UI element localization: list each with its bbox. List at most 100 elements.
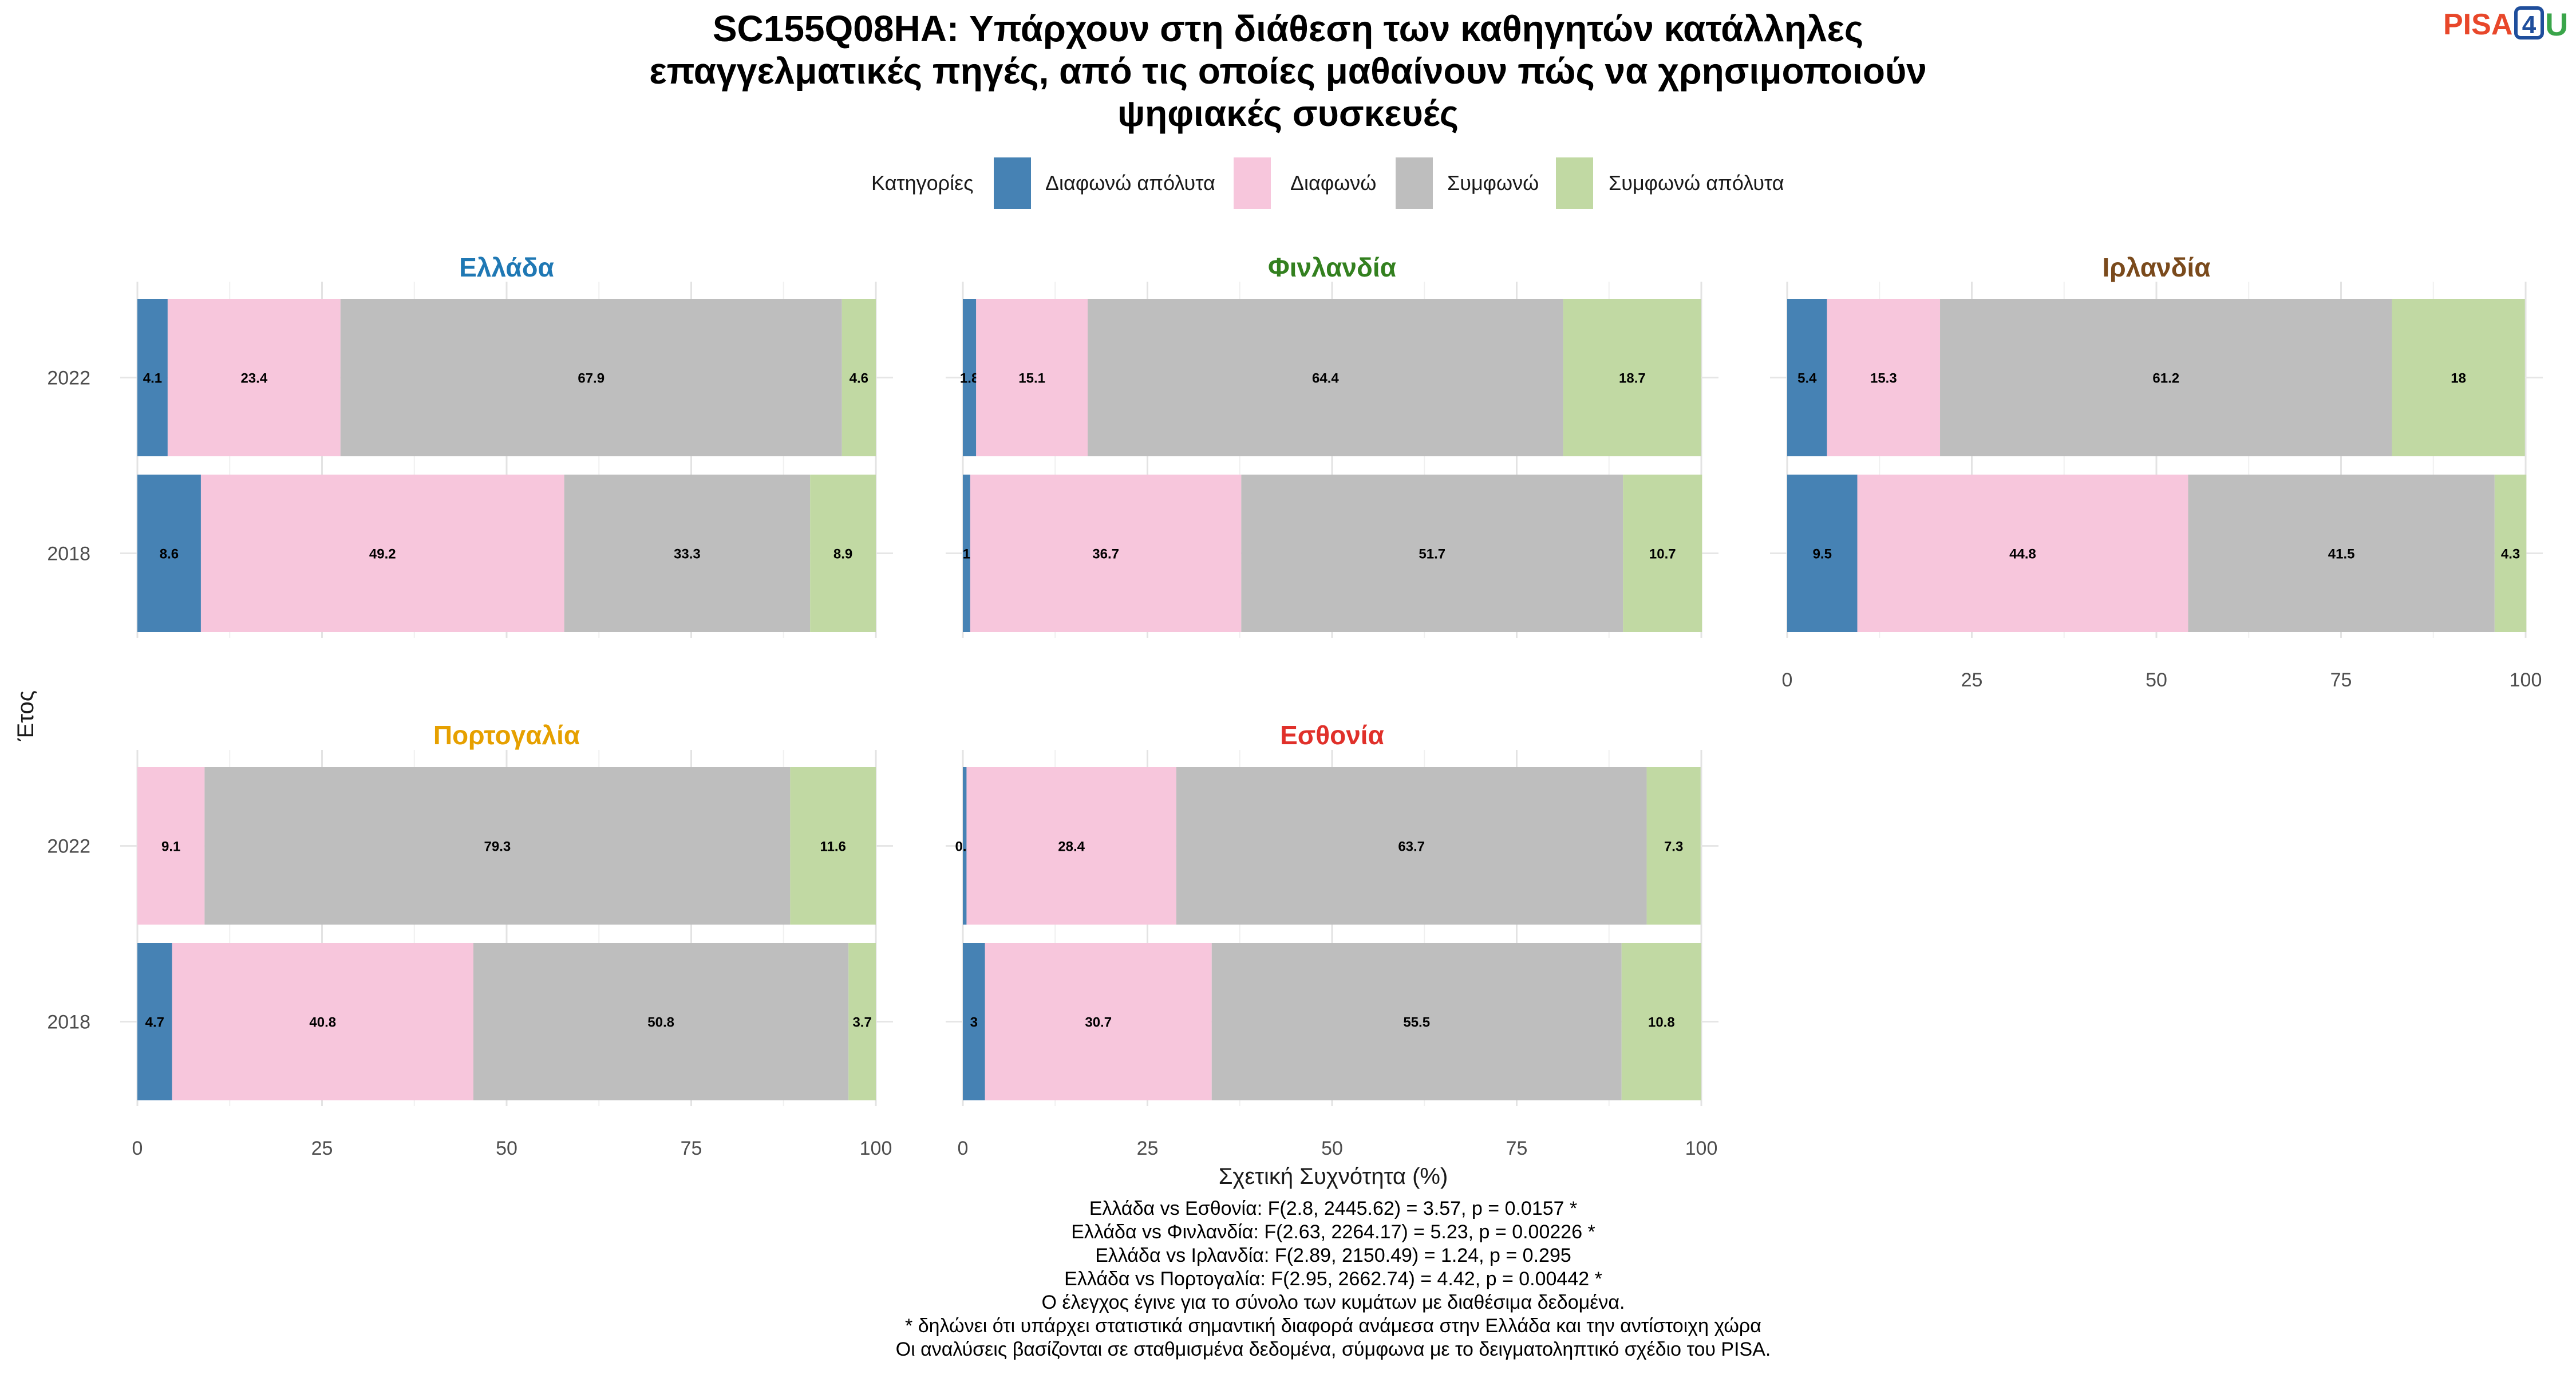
bar-value-label: 1	[963, 547, 970, 562]
bar-value-label: 61.2	[2152, 371, 2179, 386]
footer-line-5: Ο έλεγχος έγινε για το σύνολο των κυμάτω…	[1042, 1292, 1625, 1313]
panel-title: Πορτογαλία	[433, 720, 580, 750]
chart-title: SC155Q08HA: Υπάρχουν στη διάθεση των καθ…	[649, 8, 1927, 134]
logo-digit-frame	[2514, 6, 2544, 40]
bar-segment	[137, 299, 168, 456]
legend-label-disagree: Διαφωνώ	[1290, 171, 1376, 195]
bar-segment	[473, 943, 849, 1100]
bar-segment	[1621, 943, 1701, 1100]
bar-value-label: 67.9	[578, 371, 605, 386]
bar-segment	[848, 943, 876, 1100]
title-line-3: ψηφιακές συσκευές	[1117, 93, 1459, 134]
bar-value-label: 15.3	[1870, 371, 1897, 386]
bar-value-label: 55.5	[1403, 1015, 1430, 1030]
bar-segment	[137, 475, 201, 632]
bar-value-label: 9.1	[161, 839, 180, 855]
bar-value-label: 11.6	[820, 839, 846, 855]
footer-line-3: Ελλάδα vs Ιρλανδία: F(2.89, 2150.49) = 1…	[1095, 1245, 1571, 1266]
bar-segment	[970, 475, 1242, 632]
x-tick-label: 50	[1321, 1138, 1343, 1159]
panel-4: Πορτογαλία 2022 9.1 79.3 11.6 2018 4.7 40.8 50.8…	[47, 720, 893, 1159]
x-tick-label: 50	[2146, 669, 2167, 691]
x-tick-label: 25	[1137, 1138, 1159, 1159]
bar-value-label: 15.1	[1018, 371, 1045, 386]
bar-segment	[810, 475, 876, 632]
bar-value-label: 50.8	[647, 1015, 674, 1030]
legend: Κατηγορίες Διαφωνώ απόλυτα Διαφωνώ Συμφω…	[871, 157, 1784, 209]
bar-value-label: 9.5	[1813, 547, 1832, 562]
title-line-2: επαγγελματικές πηγές, από τις οποίες μαθ…	[649, 50, 1927, 92]
bar-value-label: 49.2	[369, 547, 396, 562]
panel-title: Φινλανδία	[1268, 252, 1396, 282]
x-tick-label: 0	[132, 1138, 143, 1159]
legend-swatch-strongly-agree	[1556, 157, 1593, 209]
panel-title: Ιρλανδία	[2102, 252, 2210, 282]
legend-label-strongly-agree: Συμφωνώ απόλυτα	[1609, 171, 1784, 195]
bar-value-label: 3.7	[852, 1015, 871, 1030]
bar-segment	[1563, 299, 1701, 456]
bar-segment	[963, 299, 977, 456]
x-tick-label: 75	[1506, 1138, 1528, 1159]
bar-segment	[1787, 475, 1858, 632]
bar-segment	[1857, 475, 2188, 632]
x-tick-label: 50	[496, 1138, 517, 1159]
footer-line-4: Ελλάδα vs Πορτογαλία: F(2.95, 2662.74) =…	[1064, 1268, 1602, 1290]
bar-segment	[137, 943, 172, 1100]
bar-segment	[963, 767, 967, 925]
title-line-1: SC155Q08HA: Υπάρχουν στη διάθεση των καθ…	[713, 8, 1863, 49]
bar-segment	[2188, 475, 2495, 632]
panel-1: Ελλάδα 2022 4.1 23.4 67.9 4.6 2018 8.6 49.2 33.3 8…	[47, 252, 893, 638]
y-axis-title: Έτος	[13, 690, 38, 741]
x-tick-label: 0	[1782, 669, 1793, 691]
bar-segment	[841, 299, 876, 456]
bar-value-label: 40.8	[309, 1015, 336, 1030]
legend-swatch-strongly-disagree	[994, 157, 1031, 209]
footer-notes: Ελλάδα vs Εσθονία: F(2.8, 2445.62) = 3.5…	[896, 1198, 1771, 1360]
bar-value-label: 63.7	[1398, 839, 1425, 855]
bar-value-label: 23.4	[240, 371, 267, 386]
x-axis-title: Σχετική Συχνότητα (%)	[1219, 1164, 1448, 1189]
bar-segment	[204, 767, 791, 925]
bar-segment	[1646, 767, 1701, 925]
panel-title: Ελλάδα	[459, 252, 554, 282]
bar-segment	[2494, 475, 2527, 632]
bar-segment	[167, 299, 341, 456]
bar-value-label: 28.4	[1058, 839, 1085, 855]
logo-pisa-text: PISA	[2443, 8, 2512, 41]
bar-value-label: 8.9	[833, 547, 852, 562]
footer-line-7: Οι αναλύσεις βασίζονται σε σταθμισμένα δ…	[896, 1339, 1771, 1360]
bar-value-label: 36.7	[1092, 547, 1119, 562]
panel-title: Εσθονία	[1280, 720, 1384, 750]
bar-value-label: 5.4	[1797, 371, 1817, 386]
x-tick-label: 25	[311, 1138, 333, 1159]
x-tick-label: 100	[860, 1138, 892, 1159]
bar-value-label: 3	[970, 1015, 978, 1030]
x-tick-label: 0	[958, 1138, 969, 1159]
bar-value-label: 4.1	[143, 371, 162, 386]
bar-segment	[1940, 299, 2392, 456]
y-tick-label: 2018	[47, 1012, 90, 1033]
bar-segment	[1241, 475, 1623, 632]
bar-segment	[2392, 299, 2525, 456]
bar-value-label: 4.3	[2501, 547, 2520, 562]
bar-segment	[1088, 299, 1563, 456]
bar-value-label: 51.7	[1419, 547, 1445, 562]
bar-segment	[790, 767, 876, 925]
legend-swatch-agree	[1396, 157, 1433, 209]
bar-value-label: 44.8	[2009, 547, 2036, 562]
footer-line-2: Ελλάδα vs Φινλανδία: F(2.63, 2264.17) = …	[1071, 1221, 1595, 1243]
legend-label-strongly-disagree: Διαφωνώ απόλυτα	[1045, 171, 1215, 195]
bar-value-label: 1.8	[960, 371, 979, 386]
x-tick-label: 75	[681, 1138, 702, 1159]
x-tick-label: 25	[1961, 669, 1983, 691]
bar-value-label: 18	[2451, 371, 2466, 386]
bar-segment	[963, 475, 970, 632]
legend-swatch-disagree	[1234, 157, 1271, 209]
footer-line-1: Ελλάδα vs Εσθονία: F(2.8, 2445.62) = 3.5…	[1089, 1198, 1578, 1219]
logo-suffix: U	[2545, 6, 2568, 42]
bar-value-label: 64.4	[1312, 371, 1339, 386]
bar-segment	[564, 475, 811, 632]
bar-segment	[172, 943, 473, 1100]
